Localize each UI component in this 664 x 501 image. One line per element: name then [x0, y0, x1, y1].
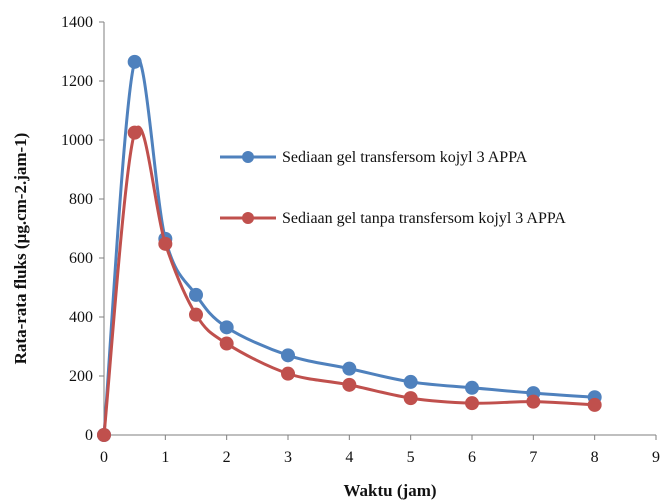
data-point: [403, 374, 418, 389]
data-point: [342, 377, 357, 392]
data-point: [281, 348, 295, 363]
x-tick-label: 0: [100, 449, 108, 466]
y-tick-label: 200: [69, 368, 93, 385]
data-point: [127, 125, 142, 140]
data-point: [281, 366, 295, 381]
axes: 0 1 2 3 4 5 6 7 8 9 0 200 400 600 800 1000 1200 1400: [61, 14, 660, 466]
legend-marker-swatch: [242, 151, 254, 163]
y-tick-label: 600: [69, 250, 93, 267]
y-tick-label: 1000: [61, 132, 93, 149]
x-tick-label: 2: [223, 449, 231, 466]
x-tick-label: 3: [284, 449, 292, 466]
data-point: [403, 391, 418, 406]
x-tick-label: 6: [468, 449, 476, 466]
data-point: [189, 307, 203, 322]
data-point: [465, 396, 479, 411]
data-point: [219, 336, 234, 351]
data-point: [526, 394, 541, 409]
x-tick-label: 7: [529, 449, 537, 466]
data-point: [465, 380, 479, 395]
y-tick-label: 1200: [61, 73, 93, 90]
x-ticks: 0 1 2 3 4 5 6 7 8 9: [100, 435, 660, 466]
data-point: [97, 428, 111, 442]
x-axis-title: Waktu (jam): [343, 481, 436, 500]
y-tick-label: 0: [85, 427, 93, 444]
y-tick-label: 400: [69, 309, 93, 326]
y-axis-title: Rata-rata fluks (µg.cm-2.jam-1): [11, 133, 30, 365]
y-tick-label: 1400: [61, 14, 93, 31]
x-tick-label: 1: [161, 449, 169, 466]
series-2: [97, 125, 602, 442]
data-point: [189, 287, 203, 302]
data-point: [158, 236, 173, 251]
x-tick-label: 4: [345, 449, 353, 466]
legend-entry-1: Sediaan gel transfersom kojyl 3 APPA: [220, 149, 528, 166]
y-ticks: 0 200 400 600 800 1000 1200 1400: [61, 14, 104, 444]
series-layer: [97, 54, 602, 442]
x-tick-label: 9: [652, 449, 660, 466]
legend-label: Sediaan gel tanpa transfersom kojyl 3 AP…: [282, 210, 566, 227]
data-point: [127, 54, 142, 69]
data-point: [342, 361, 357, 376]
data-point: [219, 320, 234, 335]
legend-label: Sediaan gel transfersom kojyl 3 APPA: [282, 149, 528, 166]
x-tick-label: 8: [591, 449, 599, 466]
x-tick-label: 5: [407, 449, 415, 466]
legend-marker-swatch: [242, 212, 254, 224]
legend-entry-2: Sediaan gel tanpa transfersom kojyl 3 AP…: [220, 210, 566, 227]
data-point: [587, 397, 602, 412]
legend: Sediaan gel transfersom kojyl 3 APPA Sedi…: [220, 149, 566, 227]
y-tick-label: 800: [69, 191, 93, 208]
